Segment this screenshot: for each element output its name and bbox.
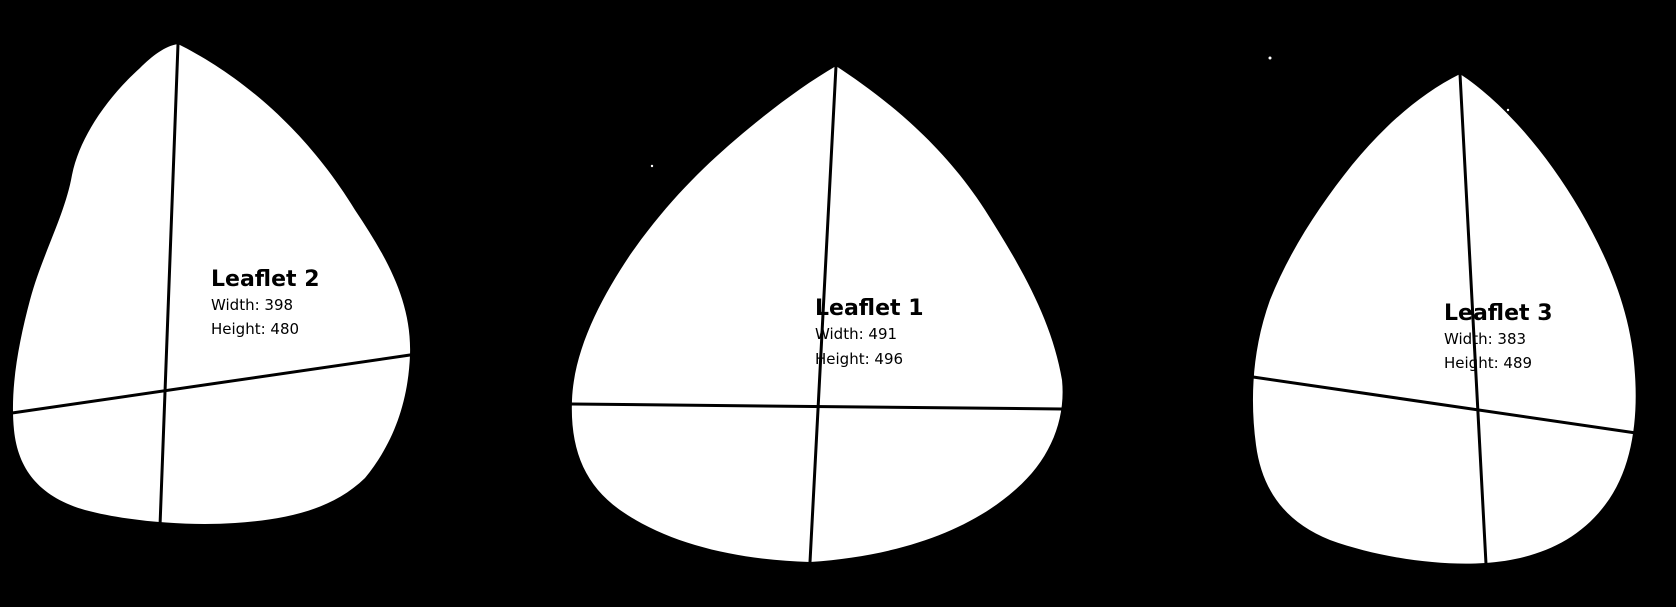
leaflet-3-width-axis [1251, 375, 1638, 435]
leaflet-3-height-axis [1458, 72, 1488, 566]
leaflet-1-width-axis [569, 402, 1064, 411]
leaflet-1-group: Leaflet 1 Width: 491 Height: 496 [569, 64, 1064, 564]
leaflet-2-width-axis [10, 353, 412, 415]
leaflet-2-shape [12, 44, 411, 524]
leaflet-3-width-label: Width: 383 [1444, 330, 1526, 348]
leaflet-1-title: Leaflet 1 [815, 296, 924, 321]
leaflet-3-title: Leaflet 3 [1444, 301, 1553, 326]
leaflet-3-group: Leaflet 3 Width: 383 Height: 489 [1251, 72, 1638, 566]
leaflet-1-height-label: Height: 496 [815, 350, 903, 368]
noise-speck [650, 164, 654, 168]
leaflet-1-width-label: Width: 491 [815, 325, 897, 343]
noise-speck [1268, 56, 1272, 60]
leaflet-2-group: Leaflet 2 Width: 398 Height: 480 [10, 42, 412, 528]
leaflet-2-height-axis [158, 42, 180, 528]
leaflet-2-height-label: Height: 480 [211, 320, 299, 338]
leaflet-2-title: Leaflet 2 [211, 267, 320, 292]
noise-speck [1506, 108, 1510, 112]
leaflet-1-shape [571, 66, 1063, 562]
leaflet-1-height-axis [808, 64, 838, 564]
leaflet-2-width-label: Width: 398 [211, 296, 293, 314]
leaflet-3-height-label: Height: 489 [1444, 354, 1532, 372]
leaflet-3-shape [1252, 74, 1636, 564]
